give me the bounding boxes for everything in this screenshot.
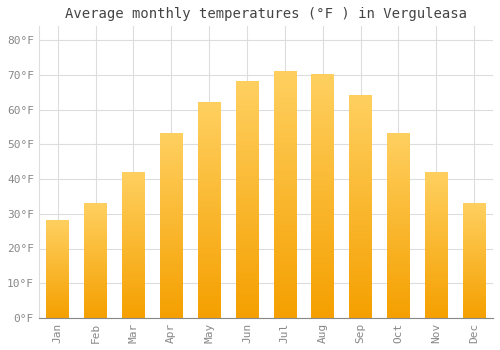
- Title: Average monthly temperatures (°F ) in Verguleasa: Average monthly temperatures (°F ) in Ve…: [65, 7, 467, 21]
